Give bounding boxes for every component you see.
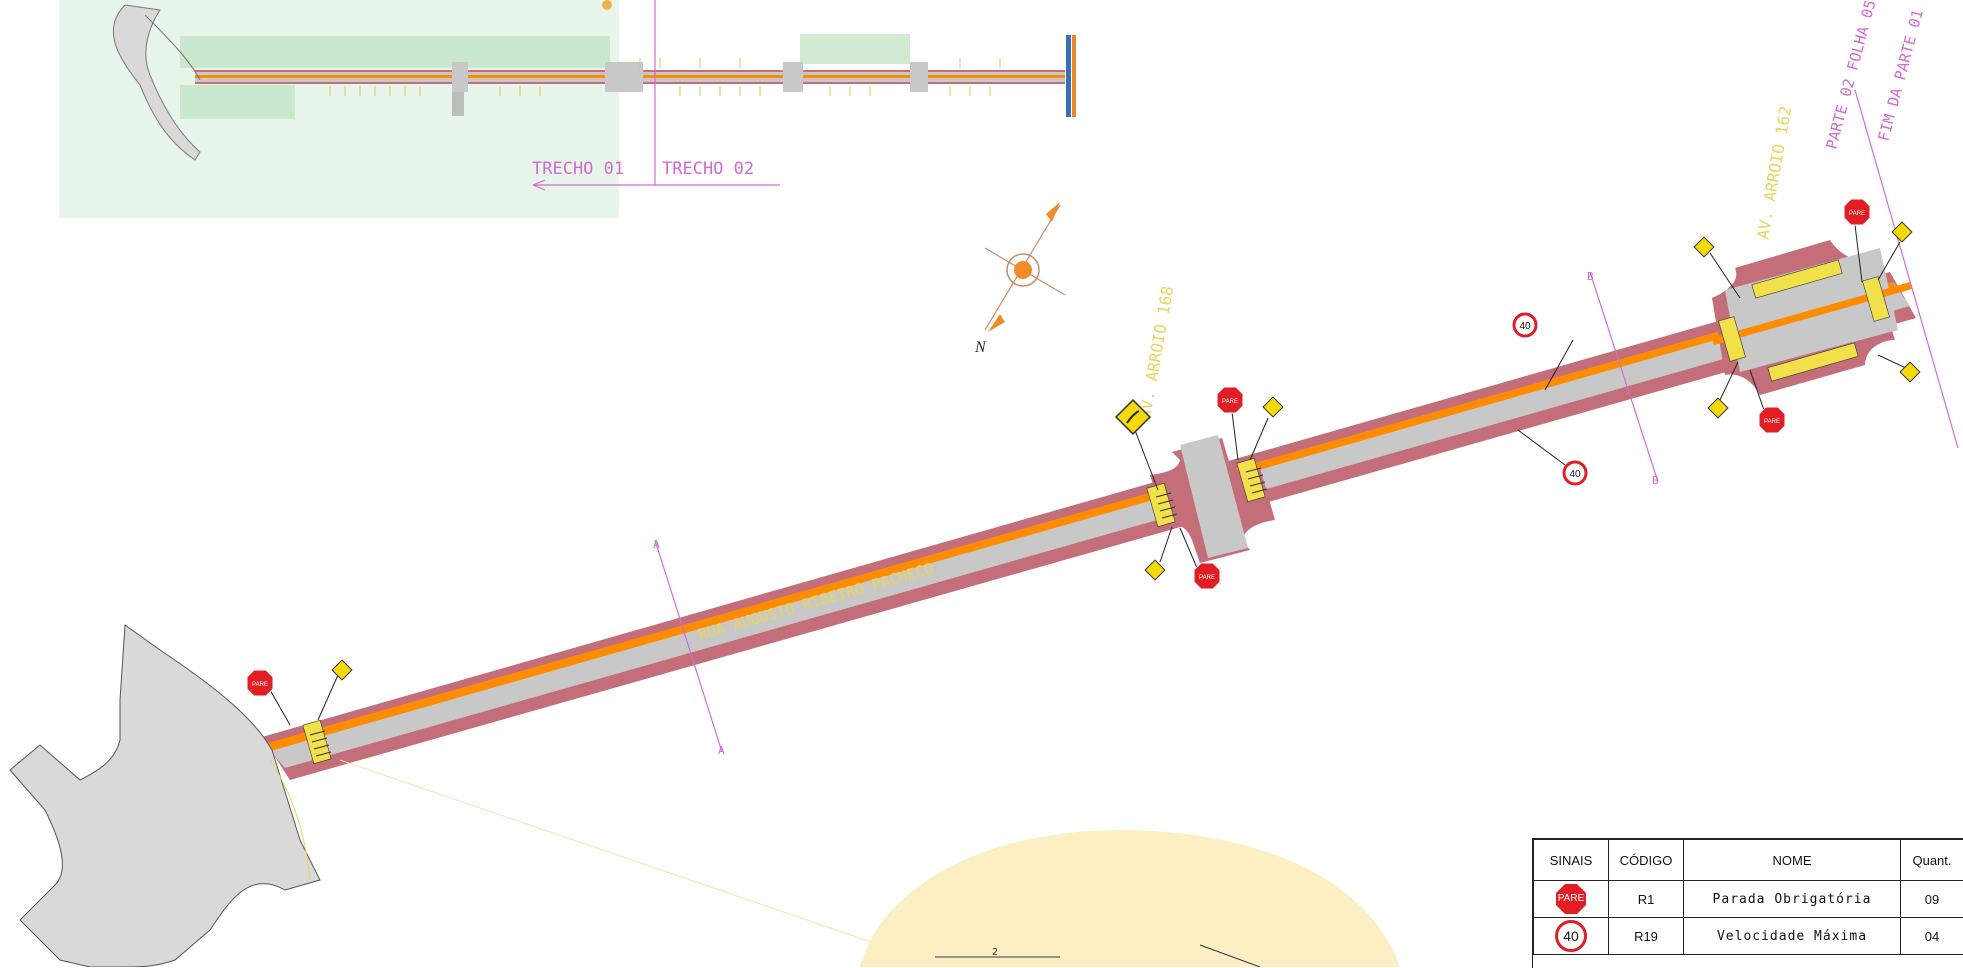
section-mark-b-top: B [1587,270,1594,283]
stop-sign-text: PARE [1764,419,1780,425]
pedestrian-warning-icon [332,660,352,680]
pedestrian-warning-icon [1145,560,1165,580]
pedestrian-warning-icon [1892,222,1912,242]
north-label: N [974,339,987,356]
overview-crossing [910,62,928,92]
legend-header-row: SINAIS CÓDIGO NOME Quant. [1534,840,1963,881]
legend-header-quant: Quant. [1901,840,1963,881]
legend-name: Parada Obrigatória [1684,881,1901,918]
legend-qty: 09 [1901,881,1963,918]
stop-sign-text: PARE [1849,211,1865,217]
overview-end-bar [1072,35,1076,117]
detail-circle [860,830,1400,967]
detail-leader-line [340,760,880,945]
avenue-168-label: AV. ARROIO 168 [1135,285,1177,421]
section-mark-a-top: A [653,538,660,551]
stop-sign-text: PARE [1199,575,1215,581]
detail-dimension-label: 2 [992,947,998,958]
stop-sign-icon: PARE [1194,563,1220,589]
legend-sign-cell: PARE [1534,881,1609,918]
stop-sign-icon: PARE [1844,199,1870,225]
speed-sign-text: 40 [1569,469,1581,480]
overview-crossing [783,62,803,92]
speed-limit-sign-icon: 40 [1514,314,1536,336]
compass-arrow-icon [988,314,1005,332]
stop-sign-icon: PARE [1217,387,1243,413]
pedestrian-signs [332,222,1920,680]
legend-name: Velocidade Máxima [1684,918,1901,955]
overview-green-area-2 [800,34,910,64]
overview-green-area [180,36,610,68]
overview-crossing [452,62,468,92]
legend-code: R1 [1609,881,1684,918]
overview-crossing-hatch [452,92,464,116]
legend-code: R19 [1609,918,1684,955]
speed-limit-sign-icon: 40 [1555,920,1587,952]
overview-map: TRECHO 01 TRECHO 02 [59,0,1076,218]
pedestrian-warning-icon [1708,398,1728,418]
legend-sign-cell: 40 [1534,918,1609,955]
stop-signs: PARE PARE PARE PARE PARE [247,199,1870,696]
stop-sign-icon: PARE [247,670,273,696]
avenue-162-label: AV. ARROIO 162 [1753,105,1795,241]
legend-header-nome: NOME [1684,840,1901,881]
legend-header-codigo: CÓDIGO [1609,840,1684,881]
overview-crossing [605,62,643,92]
sheet-note-1: PARTE 02 FOLHA 05 [1822,0,1879,151]
stop-sign-icon: PARE [1759,407,1785,433]
section-mark-a-bottom: A [718,744,725,757]
stop-sign-icon: PARE [1556,884,1586,914]
legend-table: SINAIS CÓDIGO NOME Quant. PARE R1 Parada… [1533,839,1963,955]
median-strip [264,282,1895,752]
legend-qty: 04 [1901,918,1963,955]
signs-legend-table: SINAIS CÓDIGO NOME Quant. PARE R1 Parada… [1532,838,1963,968]
sign-leaders [270,225,1906,725]
connector-road [10,625,320,967]
speed-sign-text: 40 [1519,321,1531,332]
pedestrian-warning-icon [1263,397,1283,417]
compass-star-icon [1014,261,1032,279]
pedestrian-warning-icon [1900,362,1920,382]
legend-header-sinais: SINAIS [1534,840,1609,881]
trecho-01-label: TRECHO 01 [532,159,624,179]
speed-limit-sign-icon: 40 [1564,462,1586,484]
stop-sign-text: PARE [1222,399,1238,405]
stop-sign-text: PARE [252,682,268,688]
trecho-02-label: TRECHO 02 [662,159,754,179]
compass-arrow-icon [1046,202,1060,222]
overview-end-bar [1066,35,1071,117]
north-arrow: N [974,202,1065,356]
overview-green-area-3 [180,85,295,119]
sheet-note-2: FIM DA PARTE 01 [1874,8,1926,144]
section-mark-b-bottom: B [1652,474,1659,487]
detail-view: 2 [860,830,1400,967]
legend-row: 40 R19 Velocidade Máxima 04 [1534,918,1963,955]
overview-compass-icon [602,0,612,10]
legend-row: PARE R1 Parada Obrigatória 09 [1534,881,1963,918]
